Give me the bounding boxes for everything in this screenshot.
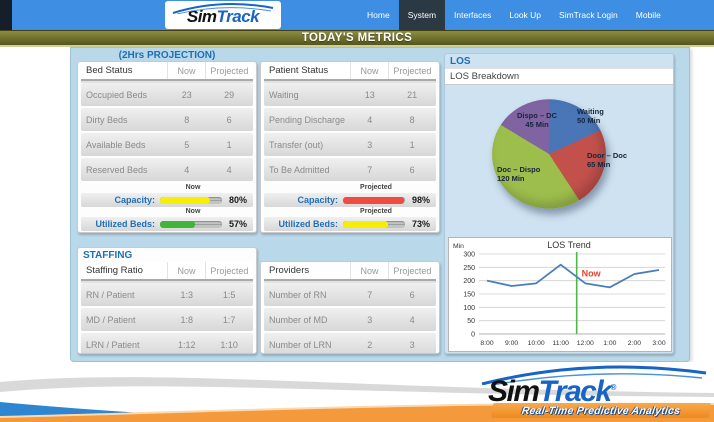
svg-text:200: 200 <box>463 278 475 285</box>
bed-status-card: Bed Status Now Projected Occupied Beds 2… <box>77 61 257 233</box>
capacity-gauge-now: Now Capacity: 80% <box>81 183 253 207</box>
progress-bar <box>160 196 222 204</box>
providers-card: Providers Now Projected Number of RN 7 6… <box>260 261 440 354</box>
pie-label-dispo-dc: Dispo – DC 45 Min <box>517 111 558 129</box>
footer: SimTrack® Real-Time Predictive Analytics <box>0 362 714 422</box>
staffing-card: STAFFING Staffing Ratio Now Projected RN… <box>77 247 257 354</box>
svg-text:10:00: 10:00 <box>528 340 545 347</box>
pie-label-doc-dispo: Doc – Dispo 120 Min <box>497 165 541 183</box>
svg-text:250: 250 <box>463 265 475 272</box>
los-card: LOS LOS Breakdown Waiting 50 Min Door – D… <box>444 53 674 354</box>
patient-status-card: Patient Status Now Projected Waiting 13 … <box>260 61 440 233</box>
nav-item-mobile[interactable]: Mobile <box>635 10 661 20</box>
svg-text:100: 100 <box>463 305 475 312</box>
svg-text:50: 50 <box>467 318 475 325</box>
footer-logo: SimTrack® Real-Time Predictive Analytics <box>478 365 712 419</box>
nav-item-simtrack-login[interactable]: SimTrack Login <box>559 10 618 20</box>
header-logo[interactable]: SimTrack <box>165 1 281 29</box>
svg-text:12:00: 12:00 <box>577 340 594 347</box>
table-row: Dirty Beds 8 6 <box>81 108 253 131</box>
svg-text:9:00: 9:00 <box>505 340 518 347</box>
table-row: Occupied Beds 23 29 <box>81 83 253 106</box>
svg-text:3:00: 3:00 <box>652 340 665 347</box>
svg-text:300: 300 <box>463 252 475 259</box>
table-row: RN / Patient 1:3 1:5 <box>81 283 253 306</box>
svg-text:0: 0 <box>471 332 475 339</box>
navbar-left-edge <box>0 0 12 30</box>
svg-text:11:00: 11:00 <box>552 340 569 347</box>
metrics-panel: (2Hrs PROJECTION) Bed Status Now Project… <box>70 47 690 362</box>
table-row: Number of RN 7 6 <box>264 283 436 306</box>
nav-item-system[interactable]: System <box>398 0 446 30</box>
progress-bar <box>160 220 222 228</box>
providers-header: Providers Now Projected <box>264 262 436 281</box>
nav-item-interfaces[interactable]: Interfaces <box>454 10 492 20</box>
table-row: To Be Admitted 7 6 <box>264 158 436 181</box>
footer-logo-swoosh-icon <box>481 365 707 385</box>
svg-text:1:00: 1:00 <box>603 340 616 347</box>
pie-label-door-doc: Door – Doc 65 Min <box>587 151 628 169</box>
svg-text:LOS Trend: LOS Trend <box>547 240 591 250</box>
today-metrics-banner: TODAY'S METRICS <box>0 30 714 47</box>
staffing-title: STAFFING <box>83 250 133 261</box>
header-logo-text: SimTrack <box>186 6 260 26</box>
projection-title: (2Hrs PROJECTION) <box>118 50 216 61</box>
pie-label-waiting: Waiting 50 Min <box>577 107 604 125</box>
nav-item-lookup[interactable]: Look Up <box>509 10 542 20</box>
svg-text:Min: Min <box>453 243 464 250</box>
page-title: TODAY'S METRICS <box>301 32 413 44</box>
table-row: LRN / Patient 1:12 1:10 <box>81 333 253 353</box>
svg-text:Now: Now <box>582 269 602 279</box>
svg-text:150: 150 <box>463 292 475 299</box>
utilized-beds-gauge-projected: Projected Utilized Beds: 73% <box>264 207 436 231</box>
progress-bar <box>343 220 405 228</box>
table-row: Reserved Beds 4 4 <box>81 158 253 181</box>
table-row: Transfer (out) 3 1 <box>264 133 436 156</box>
utilized-beds-gauge-now: Now Utilized Beds: 57% <box>81 207 253 231</box>
top-navbar: SimTrack Home System Interfaces Look Up … <box>0 0 714 30</box>
patient-status-header: Patient Status Now Projected <box>264 62 436 81</box>
table-row: Pending Discharge 4 8 <box>264 108 436 131</box>
staffing-ratio-header: Staffing Ratio Now Projected <box>81 262 253 281</box>
los-trend-chart: 0 50 100 150 200 250 300 8:00 9:00 10:00 11:00 12:0… <box>448 237 672 352</box>
progress-bar <box>343 196 405 204</box>
svg-text:8:00: 8:00 <box>480 340 493 347</box>
table-row: Waiting 13 21 <box>264 83 436 106</box>
logo-swoosh-icon <box>172 3 274 14</box>
capacity-gauge-projected: Projected Capacity: 98% <box>264 183 436 207</box>
table-row: Available Beds 5 1 <box>81 133 253 156</box>
table-row: MD / Patient 1:8 1:7 <box>81 308 253 331</box>
table-row: Number of LRN 2 3 <box>264 333 436 353</box>
svg-text:2:00: 2:00 <box>628 340 641 347</box>
bed-status-header: Bed Status Now Projected <box>81 62 253 81</box>
los-title: LOS <box>450 56 471 67</box>
footer-tagline-banner: Real-Time Predictive Analytics <box>490 403 712 418</box>
nav-menu: Home System Interfaces Look Up SimTrack … <box>358 0 670 30</box>
pie-chart <box>492 99 606 209</box>
footer-logo-text: SimTrack® <box>488 375 617 408</box>
table-row: Number of MD 3 4 <box>264 308 436 331</box>
los-breakdown-title: LOS Breakdown <box>445 68 673 85</box>
los-breakdown-pie-chart: Waiting 50 Min Door – Doc 65 Min Doc – Dis… <box>445 85 673 245</box>
nav-item-home[interactable]: Home <box>367 10 390 20</box>
